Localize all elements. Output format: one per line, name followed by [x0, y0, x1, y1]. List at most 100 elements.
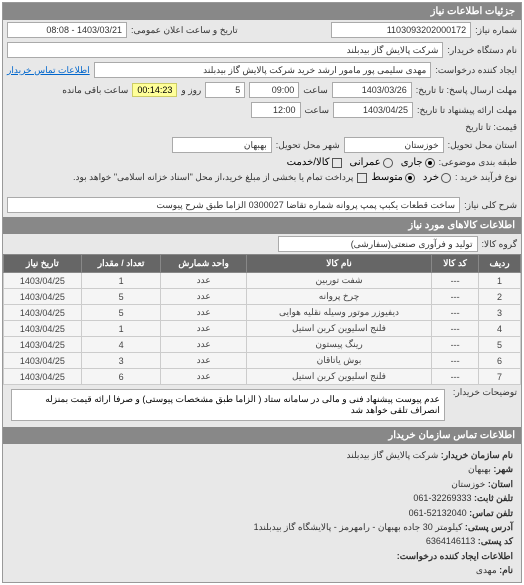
remain-time: 00:14:23 — [132, 83, 177, 97]
goods-section-title: اطلاعات کالاهای مورد نیاز — [3, 217, 521, 234]
deadline-send-date: 1403/03/26 — [332, 82, 412, 98]
remain-days-label: روز و — [181, 85, 201, 96]
requester-value: مهدی سلیمی پور مامور ارشد خرید شرکت پالا… — [94, 62, 432, 78]
col-row: ردیف — [479, 255, 521, 273]
radio-icon — [425, 158, 435, 168]
purchase-opt-small[interactable]: خرد — [423, 172, 451, 183]
remain-days: 5 — [205, 82, 245, 98]
table-cell: 4 — [479, 321, 521, 337]
buyer-note-box: عدم پیوست پیشنهاد فنی و مالی در سامانه س… — [11, 389, 445, 421]
deadline-send-time-label: ساعت — [303, 85, 328, 96]
request-number-value: 1103093202000172 — [331, 22, 471, 38]
purchase-opt-medium[interactable]: متوسط — [371, 172, 414, 183]
radio-icon — [405, 173, 415, 183]
table-cell: 3 — [81, 353, 161, 369]
table-cell: عدد — [161, 369, 246, 385]
table-cell: 1403/04/25 — [4, 337, 82, 353]
table-header-row: ردیف کد کالا نام کالا واحد شمارش تعداد /… — [4, 255, 521, 273]
buyer-note-label: توضیحات خریدار: — [453, 387, 517, 398]
table-cell: --- — [432, 305, 479, 321]
table-cell: عدد — [161, 321, 246, 337]
budget-opt3-label: کالا/خدمت — [287, 157, 330, 168]
col-date: تاریخ نیاز — [4, 255, 82, 273]
table-cell: عدد — [161, 337, 246, 353]
request-number-label: شماره نیاز: — [475, 25, 517, 36]
table-cell: فلنج اسلیوین کربن استیل — [246, 369, 431, 385]
table-row: 3---دیفیوزر موتور وسیله نقلیه هواییعدد51… — [4, 305, 521, 321]
table-cell: --- — [432, 273, 479, 289]
creator-label: اطلاعات ایجاد کننده درخواست: — [397, 551, 513, 561]
price-label: قیمت: تا تاریخ — [465, 122, 517, 133]
buyer-label: نام دستگاه خریدار: — [447, 45, 517, 56]
budget-radio-group: جاری عمرانی کالا/خدمت — [287, 157, 435, 168]
table-cell: 1 — [81, 273, 161, 289]
request-details-panel: جزئیات اطلاعات نیاز شماره نیاز: 11030932… — [2, 2, 522, 583]
table-row: 4---فلنج اسلیوین کربن استیلعدد11403/04/2… — [4, 321, 521, 337]
table-cell: 6 — [479, 353, 521, 369]
radio-icon — [441, 173, 451, 183]
purchase-opt2-label: متوسط — [371, 172, 402, 183]
table-cell: شفت توربین — [246, 273, 431, 289]
deadline-offer-time-label: ساعت — [305, 105, 330, 116]
contact-section-title: اطلاعات تماس سازمان خریدار — [3, 427, 521, 444]
table-cell: 1403/04/25 — [4, 369, 82, 385]
creator-name-value: مهدی — [476, 565, 497, 575]
purchase-note: پرداخت تمام یا بخشی از مبلغ خرید،از محل … — [73, 172, 353, 183]
table-row: 7---فلنج اسلیوین کربن استیلعدد61403/04/2… — [4, 369, 521, 385]
table-cell: عدد — [161, 305, 246, 321]
table-cell: 1403/04/25 — [4, 353, 82, 369]
budget-opt-civil[interactable]: عمرانی — [350, 157, 393, 168]
col-code: کد کالا — [432, 255, 479, 273]
fax-value: 52132040-061 — [409, 508, 467, 518]
budget-opt-goods[interactable]: کالا/خدمت — [287, 157, 342, 168]
budget-label: طبقه بندی موضوعی: — [439, 157, 517, 168]
table-cell: عدد — [161, 353, 246, 369]
radio-icon — [383, 158, 393, 168]
table-cell: 7 — [479, 369, 521, 385]
address-label: آدرس پستی: — [465, 522, 513, 532]
panel-title: جزئیات اطلاعات نیاز — [3, 3, 521, 20]
table-cell: رینگ پیستون — [246, 337, 431, 353]
purchase-opt1-label: خرد — [423, 172, 439, 183]
budget-opt-current[interactable]: جاری — [401, 157, 435, 168]
goods-group-label: گروه کالا: — [482, 239, 517, 250]
table-cell: 3 — [479, 305, 521, 321]
deadline-send-time: 09:00 — [249, 82, 299, 98]
table-cell: دیفیوزر موتور وسیله نقلیه هوایی — [246, 305, 431, 321]
deadline-send-label: مهلت ارسال پاسخ: تا تاریخ: — [416, 85, 517, 96]
postal-value: 6364146113 — [426, 536, 475, 546]
note-checkbox[interactable] — [357, 173, 367, 183]
table-cell: 6 — [81, 369, 161, 385]
table-cell: 1403/04/25 — [4, 273, 82, 289]
table-cell: 1403/04/25 — [4, 321, 82, 337]
phone-value: 32269333-061 — [413, 493, 471, 503]
deadline-offer-date: 1403/04/25 — [333, 102, 413, 118]
table-cell: 2 — [479, 289, 521, 305]
table-cell: --- — [432, 369, 479, 385]
table-cell: 5 — [81, 289, 161, 305]
checkbox-icon — [332, 158, 342, 168]
table-cell: --- — [432, 321, 479, 337]
table-cell: عدد — [161, 289, 246, 305]
table-cell: فلنج اسلیوین کربن استیل — [246, 321, 431, 337]
contact-city-value: بهبهان — [468, 464, 491, 474]
contact-city-label: شهر: — [493, 464, 513, 474]
deadline-offer-time: 12:00 — [251, 102, 301, 118]
contact-province-value: خوزستان — [451, 479, 485, 489]
remain-suffix: ساعت باقی مانده — [62, 85, 128, 96]
budget-opt2-label: عمرانی — [350, 157, 381, 168]
postal-label: کد پستی: — [478, 536, 513, 546]
city-value: بهبهان — [172, 137, 272, 153]
city-label: شهر محل تحویل: — [276, 140, 340, 151]
table-cell: 1403/04/25 — [4, 289, 82, 305]
contact-block: نام سازمان خریدار: شرکت پالایش گاز بیدبل… — [3, 444, 521, 582]
contact-link[interactable]: اطلاعات تماس خریدار — [7, 65, 90, 76]
table-row: 2---چرخ پروانهعدد51403/04/25 — [4, 289, 521, 305]
goods-group-value: تولید و فرآوری صنعتی(سفارشی) — [278, 236, 478, 252]
phone-label: تلفن ثابت: — [474, 493, 513, 503]
table-cell: --- — [432, 353, 479, 369]
goods-table: ردیف کد کالا نام کالا واحد شمارش تعداد /… — [3, 254, 521, 385]
table-cell: 5 — [81, 305, 161, 321]
province-value: خوزستان — [344, 137, 444, 153]
creator-name-label: نام: — [499, 565, 513, 575]
